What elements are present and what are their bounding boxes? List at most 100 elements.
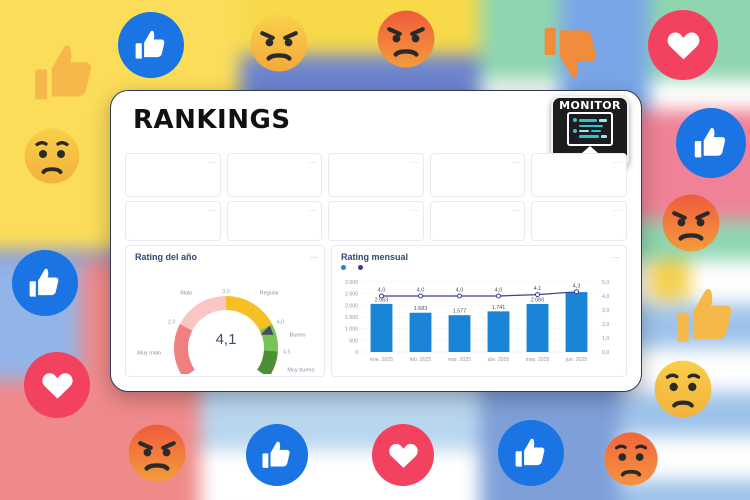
- bar[interactable]: [448, 315, 471, 352]
- kpi-card[interactable]: ...: [531, 153, 627, 197]
- gauge-tick-label: 3,0: [222, 289, 230, 295]
- thumbs-up-emoji: [672, 282, 742, 352]
- facebook-love: [372, 424, 434, 486]
- y-axis-left-tick: 0: [355, 350, 358, 356]
- line-value-label: 4,0: [417, 288, 425, 294]
- line-value-label: 4,0: [456, 288, 464, 294]
- x-axis-tick: jun. 2025: [565, 357, 587, 363]
- line-series: [381, 291, 577, 297]
- gauge-band: [179, 296, 226, 331]
- bar[interactable]: [370, 303, 393, 352]
- line-point[interactable]: [535, 292, 540, 298]
- kpi-menu-icon[interactable]: ...: [410, 204, 419, 213]
- bar-value-label: 1.577: [453, 309, 467, 315]
- y-axis-left-tick: 1.500: [345, 315, 358, 321]
- line-point[interactable]: [496, 293, 501, 299]
- gauge-band: [257, 350, 278, 374]
- legend-swatch: [341, 265, 346, 270]
- bar[interactable]: [487, 311, 510, 352]
- angry-emoji: [248, 12, 310, 74]
- x-axis-tick: feb. 2025: [410, 357, 432, 363]
- facebook-like: [246, 424, 308, 486]
- kpi-card[interactable]: ...: [531, 201, 627, 241]
- x-axis-tick: abr. 2025: [488, 357, 510, 363]
- sad-emoji: [22, 126, 82, 186]
- facebook-like: [676, 108, 746, 178]
- legend-item[interactable]: [358, 265, 366, 270]
- kpi-card[interactable]: ...: [125, 153, 221, 197]
- facebook-love-badge: [24, 352, 90, 418]
- bar-value-label: 1.683: [414, 306, 428, 312]
- sad-emoji: [652, 358, 714, 420]
- y-axis-right-tick: 4,0: [602, 294, 609, 300]
- kpi-menu-icon[interactable]: ...: [207, 156, 216, 165]
- y-axis-right-tick: 0,0: [602, 350, 609, 356]
- bar[interactable]: [565, 292, 588, 352]
- bars-panel: Rating mensual ... 3.000 2.500 2.000 1.500 1…: [331, 245, 627, 377]
- kpi-card[interactable]: ...: [328, 201, 424, 241]
- facebook-love-badge: [372, 424, 434, 486]
- line-point[interactable]: [457, 293, 462, 299]
- flag-tile: [650, 260, 690, 300]
- thumbs-down: [540, 18, 606, 84]
- legend-item[interactable]: [341, 265, 349, 270]
- facebook-like: [498, 420, 564, 486]
- x-axis-tick: mar. 2025: [448, 357, 471, 363]
- bars-panel-title: Rating mensual: [341, 252, 409, 262]
- gauge-band: [259, 323, 278, 352]
- bar-value-label: 2.060: [531, 297, 545, 303]
- angry-red-emoji: [375, 8, 437, 70]
- bars-panel-menu[interactable]: ...: [612, 250, 620, 260]
- gauge-tick-label: 4,0: [277, 320, 285, 326]
- gauge-band: [174, 323, 195, 374]
- sad-emoji: [602, 430, 660, 488]
- line-value-label: 4,3: [573, 283, 581, 289]
- kpi-menu-icon[interactable]: ...: [512, 156, 521, 165]
- bar[interactable]: [409, 312, 432, 352]
- gauge-tick-label: 2,0: [168, 320, 176, 326]
- facebook-like-badge: [12, 250, 78, 316]
- y-axis-left-tick: 2.500: [345, 292, 358, 298]
- kpi-card[interactable]: ...: [328, 153, 424, 197]
- y-axis-left-tick: 500: [349, 338, 358, 344]
- gauge-tick-label: 4,5: [283, 350, 291, 356]
- kpi-menu-icon[interactable]: ...: [613, 156, 622, 165]
- line-point[interactable]: [379, 293, 384, 299]
- kpi-menu-icon[interactable]: ...: [309, 204, 318, 213]
- y-axis-left-tick: 3.000: [345, 280, 358, 286]
- kpi-menu-icon[interactable]: ...: [309, 156, 318, 165]
- thumbs-up-emoji: [30, 38, 102, 110]
- line-point[interactable]: [418, 293, 423, 299]
- kpi-card[interactable]: ...: [226, 201, 323, 241]
- line-point[interactable]: [574, 289, 579, 295]
- kpi-menu-icon[interactable]: ...: [613, 204, 622, 213]
- gauge-panel-menu[interactable]: ...: [310, 250, 318, 260]
- kpi-card[interactable]: ...: [429, 153, 526, 197]
- kpi-row-secondary: ...............: [125, 201, 627, 241]
- gauge-panel-title: Rating del año: [135, 252, 198, 262]
- kpi-card[interactable]: ...: [125, 201, 221, 241]
- bars-legend: [341, 265, 366, 270]
- gauge-band: [226, 296, 273, 331]
- bar-value-label: 2.063: [375, 297, 389, 303]
- kpi-menu-icon[interactable]: ...: [207, 204, 216, 213]
- facebook-like: [12, 250, 78, 316]
- gauge-band-label: Muy malo: [137, 350, 161, 356]
- gauge-value: 4,1: [216, 331, 237, 348]
- kpi-row-primary: ...............: [125, 153, 627, 197]
- kpi-menu-icon[interactable]: ...: [512, 204, 521, 213]
- monitor-icon: [567, 111, 613, 146]
- facebook-like-badge: [676, 108, 746, 178]
- y-axis-right-tick: 5,0: [602, 280, 609, 286]
- bar[interactable]: [526, 303, 549, 352]
- gauge-band-label: Bueno: [290, 333, 306, 339]
- dashboard-card: RANKINGS MONITOR DIGITAL ...............…: [110, 90, 642, 392]
- y-axis-right-tick: 2,0: [602, 322, 609, 328]
- line-value-label: 4,0: [495, 288, 503, 294]
- kpi-card[interactable]: ...: [429, 201, 526, 241]
- angry-emoji: [126, 422, 188, 484]
- kpi-card[interactable]: ...: [226, 153, 323, 197]
- facebook-love: [24, 352, 90, 418]
- kpi-menu-icon[interactable]: ...: [410, 156, 419, 165]
